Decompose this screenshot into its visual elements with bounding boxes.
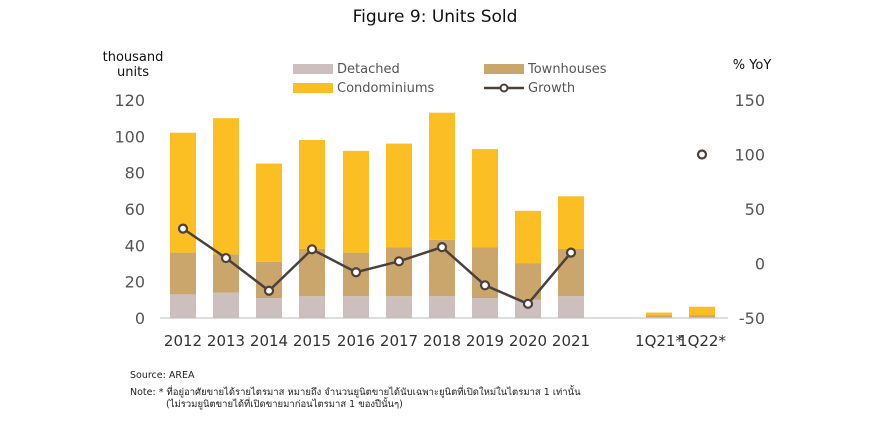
growth-point <box>436 242 448 253</box>
growth-point <box>522 298 534 309</box>
bar-condominiums <box>343 150 369 253</box>
x-tick-label: 2014 <box>250 332 288 350</box>
x-tick-label: 2016 <box>337 332 375 350</box>
source-note: Source: AREA <box>130 370 195 381</box>
legend-swatch-detached <box>293 64 333 74</box>
growth-point <box>220 252 232 264</box>
bar-condominiums <box>429 112 455 240</box>
growth-point <box>393 256 405 267</box>
bar-detached <box>386 296 412 318</box>
bar-condominiums <box>213 118 239 255</box>
left-tick-label: 20 <box>125 273 145 292</box>
bar-detached <box>343 296 369 318</box>
bar-detached <box>256 298 282 318</box>
right-tick-label: 50 <box>745 200 765 219</box>
bar-detached <box>472 298 498 318</box>
legend-label-townhouses: Townhouses <box>527 62 607 77</box>
left-tick-label: 40 <box>125 236 145 255</box>
growth-point <box>696 149 708 160</box>
bar-condominiums <box>515 210 541 264</box>
legend-label-growth: Growth <box>528 81 575 96</box>
chart-title: Figure 9: Units Sold <box>353 7 518 27</box>
note-line-1: Note: * ที่อยู่อาศัยขายได้รายไตรมาส หมาย… <box>130 387 581 398</box>
bar-series <box>170 112 715 318</box>
growth-point <box>565 247 577 258</box>
growth-point <box>177 223 189 234</box>
note-line-2: (ไม่รวมยูนิตขายได้ที่เปิดขายมาก่อนไตรมาส… <box>166 399 403 410</box>
bar-townhouses <box>170 252 196 295</box>
bar-townhouses <box>646 315 672 318</box>
right-axis-title: % YoY <box>733 58 772 73</box>
left-tick-label: 100 <box>114 127 145 146</box>
bar-townhouses <box>299 248 325 297</box>
bar-condominiums <box>646 312 672 316</box>
bar-townhouses <box>386 247 412 297</box>
bar-detached <box>213 292 239 318</box>
x-tick-label: 2012 <box>164 332 202 350</box>
right-tick-label: -50 <box>739 309 765 328</box>
chart-legend: Detached Townhouses Condominiums Growth <box>293 62 607 96</box>
bar-condominiums <box>256 163 282 262</box>
left-tick-label: 0 <box>135 309 145 328</box>
x-tick-label: 2019 <box>466 332 504 350</box>
growth-line <box>182 227 572 306</box>
bar-detached <box>429 296 455 318</box>
left-axis-title-line2: units <box>117 65 149 80</box>
x-tick-label: 1Q21* <box>635 332 683 350</box>
x-tick-label: 1Q22* <box>678 332 726 350</box>
bar-detached <box>170 294 196 318</box>
growth-point <box>306 244 318 255</box>
right-axis-ticks: -50 0 50 100 150 <box>734 91 765 328</box>
left-axis-title-line1: thousand <box>103 50 164 65</box>
bar-condominiums <box>386 143 412 248</box>
legend-label-condominiums: Condominiums <box>337 81 435 96</box>
growth-point <box>350 267 362 278</box>
right-tick-label: 0 <box>755 255 765 274</box>
bar-condominiums <box>689 306 715 316</box>
left-tick-label: 120 <box>114 91 145 110</box>
growth-line-series <box>177 149 708 309</box>
x-tick-label: 2020 <box>509 332 547 350</box>
x-tick-label: 2021 <box>552 332 590 350</box>
right-tick-label: 100 <box>734 146 765 165</box>
x-tick-label: 2013 <box>207 332 245 350</box>
right-tick-label: 150 <box>734 91 765 110</box>
legend-swatch-condominiums <box>293 83 333 93</box>
x-tick-label: 2017 <box>380 332 418 350</box>
legend-label-detached: Detached <box>337 62 400 77</box>
left-tick-label: 60 <box>125 200 145 219</box>
bar-condominiums <box>299 139 325 249</box>
bar-detached <box>558 296 584 318</box>
legend-swatch-townhouses <box>484 64 524 74</box>
bar-detached <box>299 296 325 318</box>
bar-condominiums <box>472 149 498 248</box>
left-tick-label: 80 <box>125 164 145 183</box>
bar-townhouses <box>689 315 715 318</box>
legend-marker-growth <box>499 83 509 93</box>
growth-point <box>263 285 275 296</box>
x-axis-ticks: 2012 2013 2014 2015 2016 2017 2018 2019 2020 2021… <box>164 332 727 350</box>
x-tick-label: 2018 <box>423 332 461 350</box>
left-axis-ticks: 0 20 40 60 80 100 120 <box>114 91 145 328</box>
bar-condominiums <box>558 196 584 249</box>
growth-point <box>479 280 491 291</box>
x-tick-label: 2015 <box>293 332 331 350</box>
